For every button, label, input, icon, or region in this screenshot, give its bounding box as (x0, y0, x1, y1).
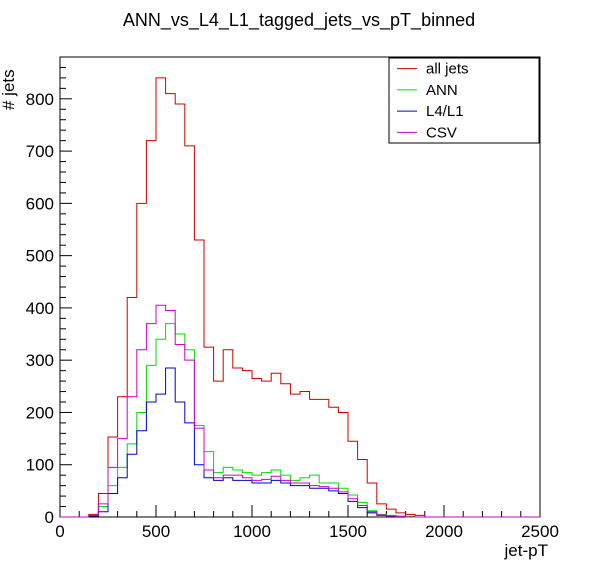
y-tick-label: 100 (26, 456, 54, 475)
y-tick-label: 600 (26, 194, 54, 213)
x-tick-label: 1500 (329, 522, 367, 541)
plot-area: 0 500 1000 1500 2000 2500 0 100 200 300 400 500 600 7… (26, 56, 559, 541)
y-tick-label: 300 (26, 351, 54, 370)
series-line (60, 304, 540, 518)
legend-label: CSV (426, 124, 457, 141)
x-tick-label: 0 (55, 522, 64, 541)
series-line (60, 323, 540, 518)
series-line (60, 367, 540, 518)
x-tick-label: 2500 (521, 522, 559, 541)
y-tick-label: 700 (26, 142, 54, 161)
legend-box (388, 57, 540, 144)
y-tick-label: 200 (26, 403, 54, 422)
x-tick-label: 500 (142, 522, 170, 541)
y-tick-label: 400 (26, 299, 54, 318)
x-axis-title: jet-pT (504, 541, 548, 560)
y-tick-label: 800 (26, 90, 54, 109)
y-tick-label: 0 (45, 508, 54, 527)
legend: all jets ANN L4/L1 CSV (388, 57, 540, 144)
y-tick-label: 500 (26, 247, 54, 266)
legend-label: L4/L1 (426, 103, 464, 120)
y-axis-title: # jets (0, 69, 18, 110)
x-tick-label: 1000 (233, 522, 271, 541)
series-line (60, 77, 540, 518)
x-tick-label: 2000 (425, 522, 463, 541)
legend-label: ANN (426, 82, 458, 99)
legend-label: all jets (426, 61, 469, 78)
chart-title: ANN_vs_L4_L1_tagged_jets_vs_pT_binned (123, 10, 475, 31)
